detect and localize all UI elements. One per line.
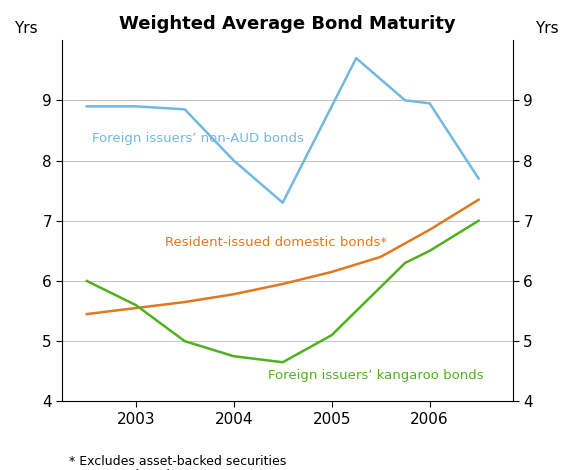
Text: Resident-issued domestic bonds*: Resident-issued domestic bonds* — [165, 236, 387, 249]
Text: * Excludes asset-backed securities: * Excludes asset-backed securities — [69, 455, 286, 468]
Text: Yrs: Yrs — [535, 22, 559, 37]
Title: Weighted Average Bond Maturity: Weighted Average Bond Maturity — [119, 15, 456, 33]
Text: Foreign issuers’ non-AUD bonds: Foreign issuers’ non-AUD bonds — [92, 133, 304, 146]
Text: Foreign issuers’ kangaroo bonds: Foreign issuers’ kangaroo bonds — [268, 368, 484, 382]
Text: Yrs: Yrs — [14, 22, 38, 37]
